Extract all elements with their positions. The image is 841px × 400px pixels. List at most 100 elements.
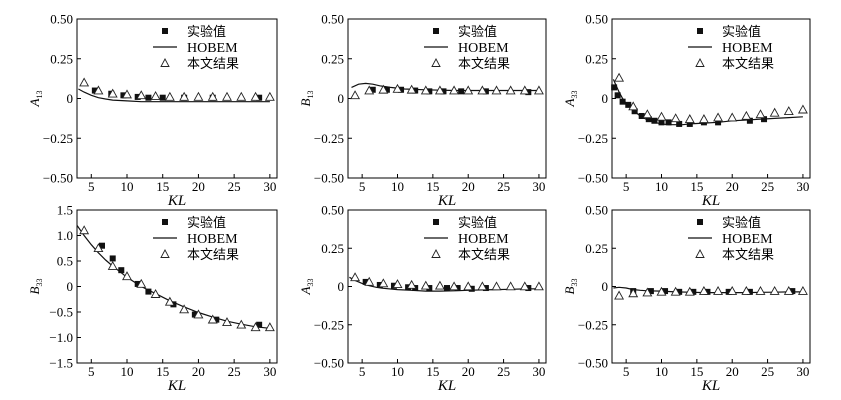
x-tick-label: 25 — [228, 179, 241, 194]
present-result-point — [236, 91, 247, 101]
present-result-point — [406, 84, 417, 94]
y-axis-label: B13 — [298, 91, 315, 107]
legend-square-marker — [697, 28, 703, 34]
experiment-point — [256, 94, 263, 101]
y-tick-label: 0.5 — [57, 254, 73, 269]
present-result-point — [783, 106, 794, 116]
present-result-point — [350, 90, 361, 100]
plot-panel-2: −0.50 −0.25 0 0.25 0.50 5 10 15 20 25 30 KL B13 实验值HO… — [298, 12, 547, 209]
legend-label-present: 本文结果 — [458, 57, 510, 72]
present-result-point — [207, 314, 218, 324]
x-tick-label: 30 — [532, 364, 545, 379]
experiment-point — [444, 285, 450, 292]
present-result-point — [491, 85, 502, 95]
experiment-point — [658, 119, 665, 126]
experiment-point — [458, 88, 465, 95]
present-result-point — [797, 104, 808, 114]
present-result-point — [477, 85, 488, 95]
y-tick-label: 0.25 — [50, 51, 73, 66]
plot-frame — [76, 209, 278, 364]
present-result-point — [250, 91, 261, 101]
present-result-point — [449, 85, 460, 95]
legend-label-hobem: HOBEM — [722, 41, 773, 56]
x-tick-label: 15 — [690, 179, 703, 194]
present-result-point — [463, 281, 474, 291]
experiment-point — [159, 94, 166, 101]
experiment-point — [676, 120, 683, 127]
y-axis-label: B33 — [27, 279, 44, 295]
present-result-point — [449, 281, 460, 291]
x-tick-label: 20 — [726, 364, 739, 379]
y-tick-label: 0.50 — [50, 12, 73, 27]
present-result-point — [727, 285, 738, 295]
legend-triangle-marker — [160, 58, 170, 67]
present-result-point — [628, 288, 639, 298]
y-axis-label-main: A — [562, 98, 577, 107]
legend-triangle-marker — [431, 58, 441, 67]
present-result-point — [250, 322, 261, 332]
experiment-point — [91, 87, 98, 94]
experiment-point — [638, 112, 645, 119]
legend-label-experiment: 实验值 — [187, 24, 226, 40]
y-tick-label: −0.25 — [314, 317, 344, 332]
experiment-point — [440, 88, 447, 95]
present-result-point — [434, 85, 445, 95]
present-result-point — [150, 90, 161, 100]
present-result-point — [628, 101, 639, 111]
present-result-point — [164, 296, 175, 306]
present-result-point — [79, 77, 90, 87]
plot-panel-6: −0.50 −0.25 0 0.25 0.50 5 10 15 20 25 30 KL B33 实验值HO… — [562, 203, 811, 394]
present-result-point — [236, 319, 247, 329]
present-result-point — [684, 286, 695, 296]
present-result-point — [713, 112, 724, 122]
experiment-point — [619, 98, 626, 105]
present-result-point — [656, 286, 667, 296]
present-result-point — [193, 309, 204, 319]
x-tick-label: 20 — [726, 179, 739, 194]
present-result-point — [783, 285, 794, 295]
x-tick-label: 15 — [156, 364, 169, 379]
experiment-point — [426, 88, 433, 95]
x-tick-label: 5 — [88, 179, 95, 194]
y-tick-label: −0.50 — [314, 356, 344, 371]
x-tick-label: 20 — [192, 364, 205, 379]
x-tick-label: 20 — [192, 179, 205, 194]
experiment-point — [118, 267, 125, 274]
experiment-point — [412, 87, 419, 94]
legend-label-experiment: 实验值 — [187, 215, 226, 231]
present-result-point — [350, 272, 361, 282]
legend-label-experiment: 实验值 — [458, 24, 497, 40]
present-result-point — [642, 287, 653, 297]
plot-panel-5: −0.50 −0.25 0 0.25 0.50 5 10 15 20 25 30 KL A33 实验值HO… — [298, 203, 547, 394]
y-tick-label: −0.50 — [578, 356, 608, 371]
legend-label-hobem: HOBEM — [187, 232, 238, 247]
experiment-point — [789, 288, 796, 295]
legend-label-hobem: HOBEM — [458, 232, 509, 247]
present-result-point — [491, 281, 502, 291]
plot-frame — [347, 18, 547, 179]
y-axis-label-main: B — [27, 286, 42, 294]
present-result-point — [264, 322, 275, 332]
experiment-point — [145, 288, 152, 295]
y-tick-label: −0.5 — [49, 305, 73, 320]
legend-triangle-marker — [695, 58, 705, 67]
experiment-point — [746, 117, 753, 124]
legend-triangle-marker — [695, 249, 705, 258]
legend-square-marker — [162, 219, 168, 225]
x-tick-label: 5 — [359, 364, 366, 379]
present-result-point — [769, 285, 780, 295]
y-tick-label: 0 — [338, 91, 345, 106]
experiment-point — [99, 242, 105, 249]
x-tick-label: 5 — [623, 364, 630, 379]
present-result-point — [755, 285, 766, 295]
legend-label-present: 本文结果 — [458, 248, 510, 263]
y-tick-label: 0.25 — [585, 241, 608, 256]
experiment-point — [120, 92, 127, 99]
x-tick-label: 5 — [623, 179, 630, 194]
present-result-point — [505, 281, 516, 291]
experiment-point — [213, 316, 220, 323]
x-axis-label: KL — [701, 378, 720, 394]
x-tick-label: 5 — [88, 364, 95, 379]
